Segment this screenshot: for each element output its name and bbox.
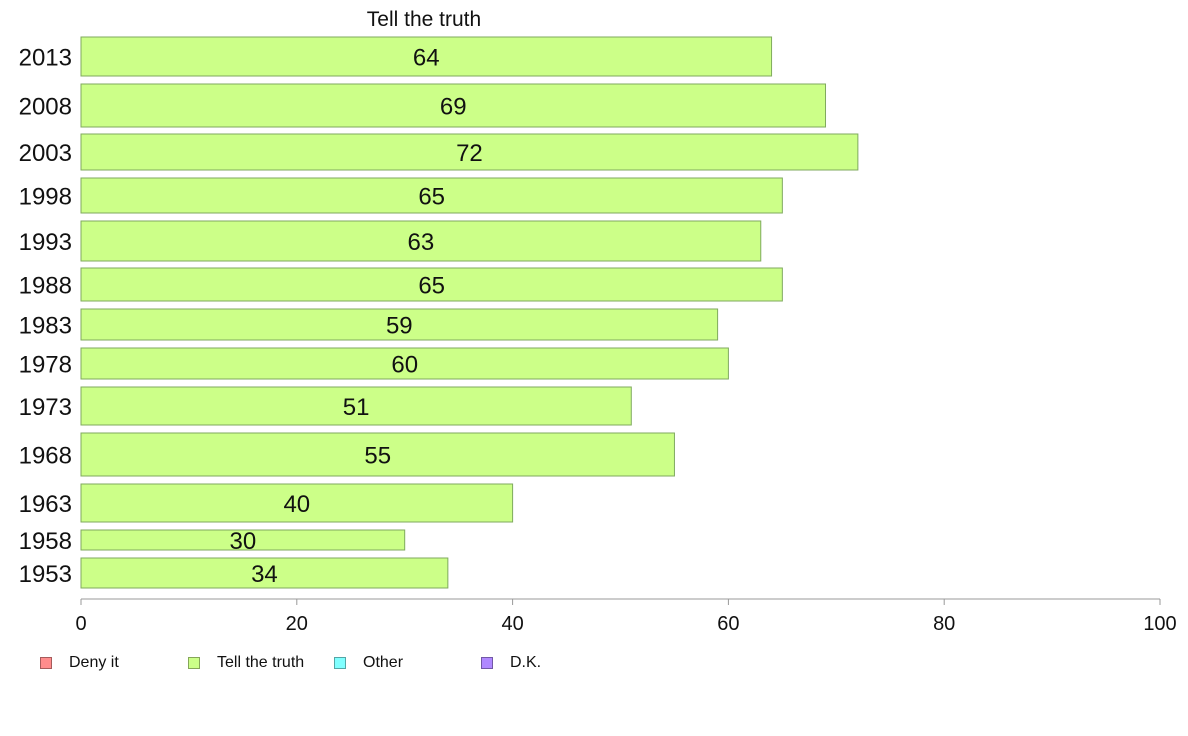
x-axis: 0 20 40 60 80 100 <box>75 598 1177 635</box>
bars-group: 2013 64 2008 69 2003 72 1998 65 1993 63 1988 65 1983… <box>19 36 859 589</box>
data-label-2003: 72 <box>456 140 483 167</box>
data-label-1973: 51 <box>343 394 370 421</box>
bar-2008 <box>80 83 827 128</box>
legend: Deny it Tell the truth Other D.K. <box>40 654 740 674</box>
legend-item-dk: D.K. <box>481 654 541 672</box>
category-label-1988: 1988 <box>19 273 72 300</box>
legend-swatch-other <box>334 657 346 669</box>
x-tick-label-100: 100 <box>1143 613 1176 635</box>
chart-title: Tell the truth <box>367 8 481 31</box>
legend-item-tell-the-truth: Tell the truth <box>188 654 304 672</box>
bar-1978 <box>80 347 729 380</box>
legend-label-deny-it: Deny it <box>69 654 119 671</box>
category-label-1973: 1973 <box>19 394 72 421</box>
bar-2013 <box>80 36 773 77</box>
bar-1963 <box>80 483 514 523</box>
legend-label-dk: D.K. <box>510 654 542 671</box>
category-label-1963: 1963 <box>19 491 72 518</box>
category-label-1978: 1978 <box>19 352 72 379</box>
bar-1973 <box>80 386 632 426</box>
data-label-1963: 40 <box>283 491 310 518</box>
category-label-1983: 1983 <box>19 313 72 340</box>
legend-swatch-tell-the-truth <box>188 657 200 669</box>
bar-1988 <box>80 267 783 302</box>
data-label-2008: 69 <box>440 94 467 121</box>
category-label-1993: 1993 <box>19 229 72 256</box>
legend-label-other: Other <box>363 654 404 671</box>
x-tick-label-0: 0 <box>75 613 86 635</box>
bar-1958 <box>80 529 406 551</box>
data-label-1968: 55 <box>364 443 391 470</box>
data-label-2013: 64 <box>413 45 440 72</box>
x-tick-label-60: 60 <box>717 613 739 635</box>
category-label-2013: 2013 <box>19 45 72 72</box>
bar-1998 <box>80 177 783 214</box>
legend-label-tell-the-truth: Tell the truth <box>217 654 305 671</box>
x-tick-label-40: 40 <box>501 613 523 635</box>
data-label-1988: 65 <box>418 273 445 300</box>
bar-2003 <box>80 133 859 171</box>
x-tick-label-80: 80 <box>933 613 955 635</box>
bar-1993 <box>80 220 762 262</box>
data-label-1983: 59 <box>386 313 413 340</box>
bar-1983 <box>80 308 719 341</box>
data-label-1953: 34 <box>251 561 278 588</box>
data-label-1993: 63 <box>408 229 435 256</box>
x-tick-label-20: 20 <box>286 613 308 635</box>
legend-item-other: Other <box>334 654 403 672</box>
data-label-1978: 60 <box>391 352 418 379</box>
category-label-2008: 2008 <box>19 94 72 121</box>
legend-swatch-deny-it <box>40 657 52 669</box>
legend-swatch-dk <box>481 657 493 669</box>
legend-item-deny-it: Deny it <box>40 654 119 672</box>
category-label-2003: 2003 <box>19 140 72 167</box>
category-label-1968: 1968 <box>19 443 72 470</box>
data-label-1998: 65 <box>418 184 445 211</box>
bar-1953 <box>80 557 449 589</box>
category-label-1998: 1998 <box>19 184 72 211</box>
bar-1968 <box>80 432 675 477</box>
category-label-1953: 1953 <box>19 561 72 588</box>
data-label-1958: 30 <box>229 528 256 555</box>
category-label-1958: 1958 <box>19 528 72 555</box>
